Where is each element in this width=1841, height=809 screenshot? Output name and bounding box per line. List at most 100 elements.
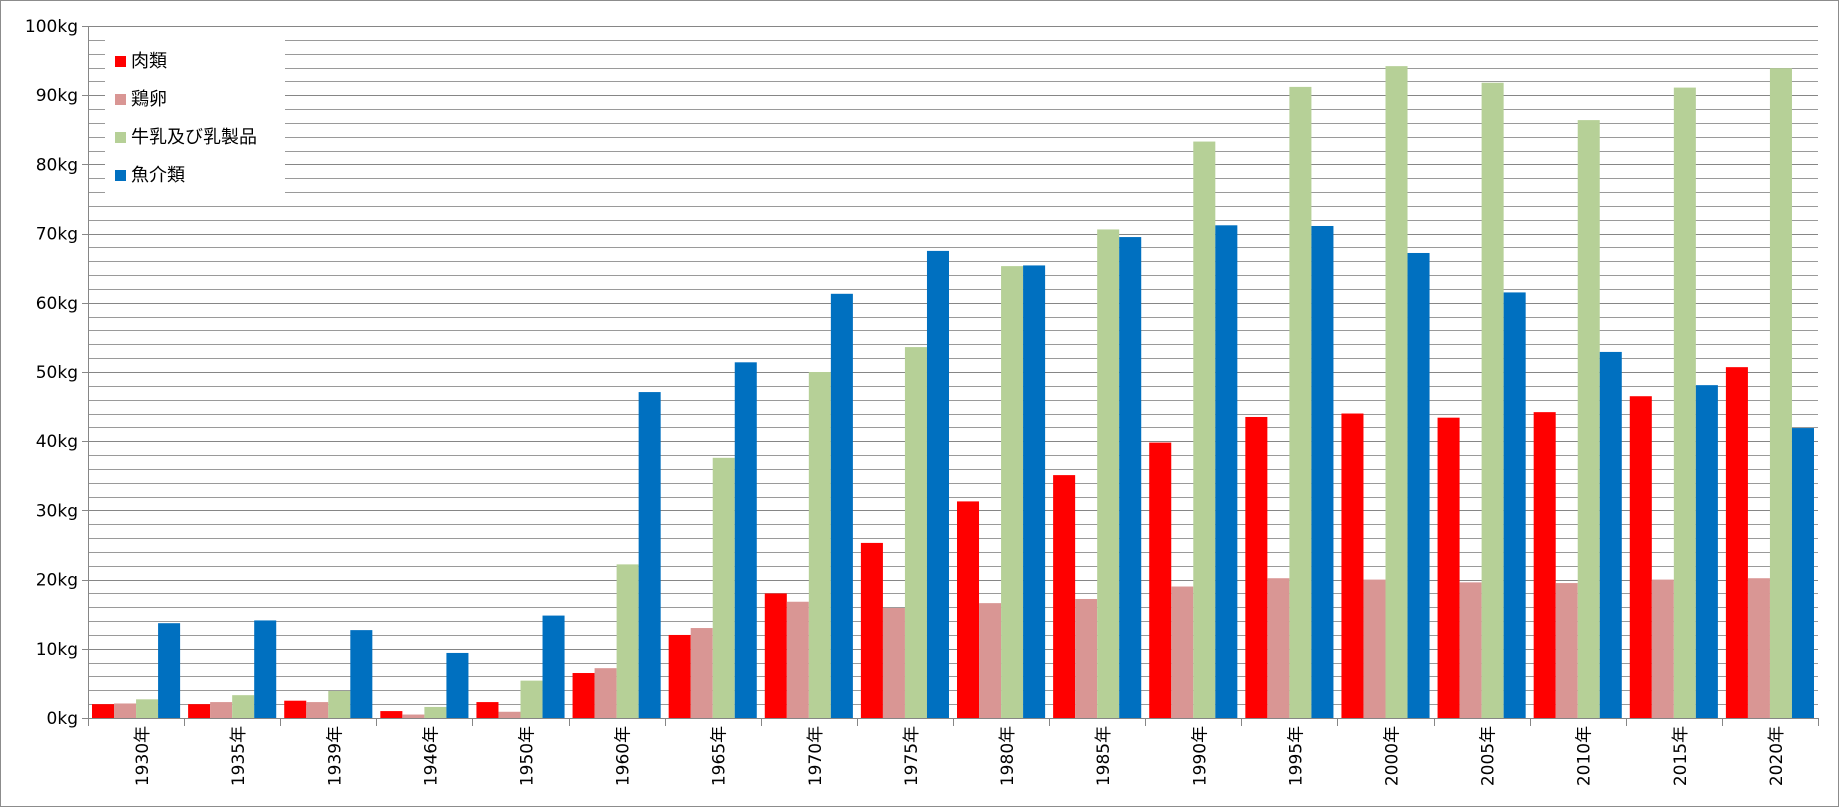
legend-swatch-鶏卵 [115,94,126,105]
bar-鶏卵-1985年 [1075,598,1098,718]
bar-魚介類-1990年 [1215,225,1238,719]
x-tick-label: 1960年 [614,726,634,786]
bar-鶏卵-1990年 [1171,586,1194,718]
bar-魚介類-1946年 [446,652,469,718]
legend-label-肉類: 肉類 [131,51,167,72]
y-tick-label: 0kg [47,709,78,729]
y-tick-label: 60kg [36,294,78,314]
bar-肉類-1939年 [284,700,307,718]
bar-魚介類-2010年 [1599,351,1622,718]
bar-牛乳及び乳製品-1930年 [136,699,159,718]
bar-肉類-1985年 [1053,475,1076,718]
bar-肉類-1930年 [92,704,115,718]
legend-box [105,39,285,201]
y-tick-label: 20kg [36,571,78,591]
bar-魚介類-1970年 [830,293,853,718]
bar-魚介類-1930年 [158,623,181,718]
bar-肉類-1975年 [860,542,883,718]
y-tick-label: 80kg [36,155,78,175]
bar-魚介類-1980年 [1023,265,1046,718]
bar-肉類-1950年 [476,702,499,718]
y-tick-label: 40kg [36,432,78,452]
bar-鶏卵-1970年 [786,601,809,718]
bar-牛乳及び乳製品-2020年 [1769,68,1792,718]
bar-鶏卵-2005年 [1459,582,1482,718]
bar-牛乳及び乳製品-1980年 [1001,266,1024,718]
bar-牛乳及び乳製品-1995年 [1289,86,1312,718]
x-tick-label: 1946年 [421,726,441,786]
bar-魚介類-1960年 [638,392,661,718]
bar-魚介類-1950年 [542,615,565,718]
bar-魚介類-1975年 [926,250,949,718]
y-tick-labels: 0kg 10kg 20kg 30kg 40kg 50kg 60kg 70kg 80kg 90kg 1… [25,17,78,729]
bar-肉類-1995年 [1245,416,1268,718]
bar-肉類-2015年 [1629,396,1652,718]
x-tick-label: 1939年 [325,726,345,786]
bar-牛乳及び乳製品-1975年 [904,347,927,718]
x-tick-label: 2020年 [1767,726,1787,786]
bar-肉類-1970年 [764,593,787,718]
bar-鶏卵-1965年 [690,628,713,718]
bar-牛乳及び乳製品-1970年 [808,372,831,718]
bar-肉類-1935年 [188,704,211,718]
y-tick-label: 30kg [36,501,78,521]
bar-鶏卵-2000年 [1363,579,1386,718]
legend-label-牛乳及び乳製品: 牛乳及び乳製品 [131,127,257,148]
bar-鶏卵-2020年 [1747,578,1770,718]
y-tick-label: 10kg [36,640,78,660]
x-tick-label: 1995年 [1286,726,1306,786]
bar-魚介類-1939年 [350,630,373,718]
bar-魚介類-2015年 [1695,385,1718,718]
x-tick-labels: 1930年 1935年 1939年 1946年 1950年 1960年 1965年 1970年… [133,726,1787,786]
bar-鶏卵-1980年 [979,603,1002,718]
x-tick-label: 1990年 [1190,726,1210,786]
bar-牛乳及び乳製品-1965年 [712,457,735,718]
bar-牛乳及び乳製品-2015年 [1673,87,1696,719]
bar-肉類-2020年 [1725,367,1748,718]
bar-鶏卵-1946年 [402,714,425,718]
y-tick-label: 50kg [36,363,78,383]
bar-鶏卵-1939年 [306,702,329,718]
bars [92,66,1814,719]
bar-肉類-1965年 [668,634,691,718]
bar-魚介類-1985年 [1119,237,1142,718]
bar-牛乳及び乳製品-1990年 [1193,141,1216,718]
legend-swatch-肉類 [115,56,126,67]
bar-牛乳及び乳製品-2005年 [1481,82,1504,719]
legend-label-魚介類: 魚介類 [131,165,185,186]
axes [82,26,1819,726]
bar-鶏卵-1975年 [882,607,905,718]
bar-牛乳及び乳製品-1985年 [1097,229,1120,718]
bar-魚介類-1995年 [1311,225,1334,719]
y-tick-label: 70kg [36,225,78,245]
legend-swatch-牛乳及び乳製品 [115,132,126,143]
bar-肉類-1980年 [957,501,980,718]
x-tick-label: 1980年 [998,726,1018,786]
x-tick-label: 1935年 [229,726,249,786]
y-tick-label: 90kg [36,86,78,106]
bar-肉類-2010年 [1533,412,1556,718]
x-tick-label: 1950年 [518,726,538,786]
y-tick-label: 100kg [25,17,78,37]
x-tick-label: 2005年 [1479,726,1499,786]
bar-牛乳及び乳製品-1960年 [616,564,639,718]
grid-lines [88,26,1818,705]
bar-牛乳及び乳製品-1939年 [328,691,351,718]
bar-鶏卵-1950年 [498,711,521,718]
legend-label-鶏卵: 鶏卵 [131,89,167,110]
bar-鶏卵-2015年 [1651,579,1674,718]
bar-鶏卵-1995年 [1267,578,1290,718]
x-tick-label: 1970年 [806,726,826,786]
x-tick-label: 1975年 [902,726,922,786]
bar-牛乳及び乳製品-1950年 [520,680,543,718]
bar-牛乳及び乳製品-2000年 [1385,66,1408,718]
bar-鶏卵-1935年 [210,702,233,718]
bar-鶏卵-1960年 [594,668,617,718]
bar-肉類-1946年 [380,711,403,718]
bar-牛乳及び乳製品-2010年 [1577,120,1600,719]
bar-魚介類-1935年 [254,620,277,718]
bar-魚介類-2000年 [1407,252,1430,719]
